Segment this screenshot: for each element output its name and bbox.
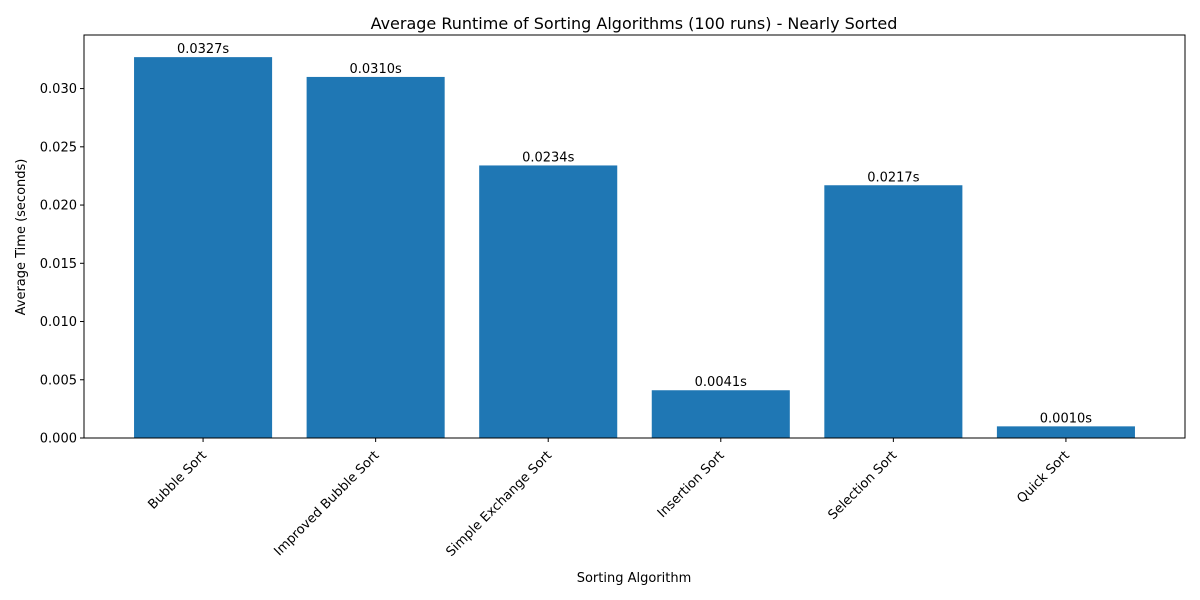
- y-axis-label: Average Time (seconds): [14, 159, 29, 316]
- value-label: 0.0310s: [350, 62, 402, 77]
- x-tick-label: Simple Exchange Sort: [443, 448, 555, 560]
- y-tick-label: 0.000: [40, 432, 77, 447]
- y-tick-label: 0.030: [40, 82, 77, 97]
- value-label: 0.0010s: [1040, 411, 1092, 426]
- bar: [824, 185, 963, 438]
- bar: [651, 390, 790, 438]
- x-axis-label: Sorting Algorithm: [577, 571, 692, 586]
- chart-title: Average Runtime of Sorting Algorithms (1…: [371, 14, 898, 33]
- plot-frame: [83, 34, 1186, 439]
- value-label: 0.0041s: [695, 375, 747, 390]
- y-tick-label: 0.005: [40, 373, 77, 388]
- y-tick-label: 0.010: [40, 315, 77, 330]
- x-tick-label: Quick Sort: [1014, 448, 1072, 506]
- bar: [306, 76, 445, 438]
- value-label: 0.0327s: [177, 42, 229, 57]
- bar: [134, 57, 273, 438]
- y-tick-label: 0.015: [40, 257, 77, 272]
- value-label: 0.0217s: [867, 170, 919, 185]
- bar: [996, 426, 1135, 438]
- bar: [479, 165, 618, 438]
- x-tick-label: Selection Sort: [825, 448, 900, 523]
- y-tick-label: 0.025: [40, 140, 77, 155]
- x-tick-label: Bubble Sort: [146, 448, 210, 512]
- x-tick-label: Improved Bubble Sort: [272, 448, 383, 559]
- x-tick-label: Insertion Sort: [655, 448, 728, 521]
- y-tick-label: 0.020: [40, 199, 77, 214]
- value-label: 0.0234s: [522, 150, 574, 165]
